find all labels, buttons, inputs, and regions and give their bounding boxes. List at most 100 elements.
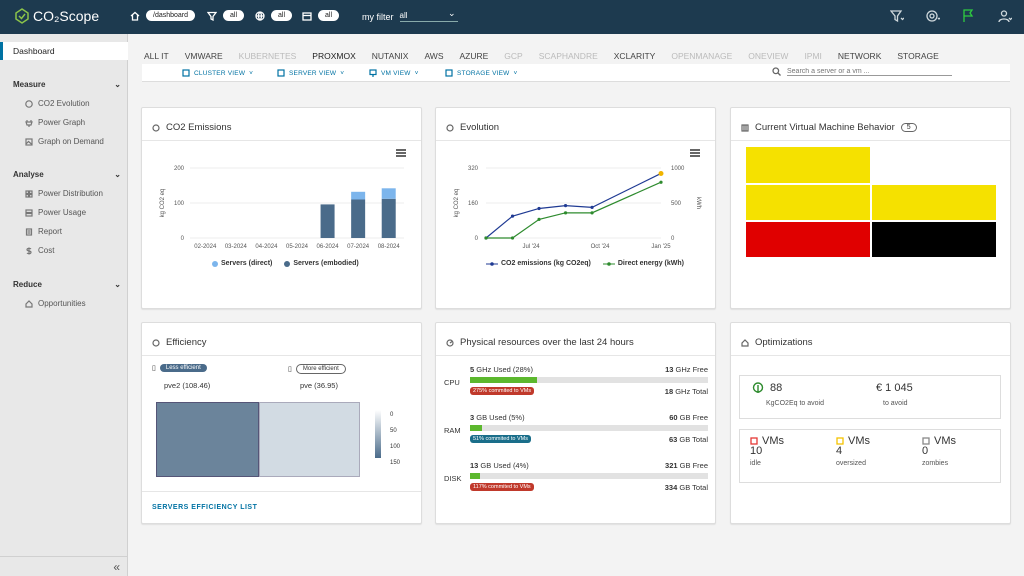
logo-text: CO₂Scope (33, 8, 100, 24)
sidebar-item-power-usage[interactable]: Power Usage (25, 208, 86, 217)
tab-vmware[interactable]: VMWARE (184, 51, 223, 61)
flag-icon[interactable] (962, 9, 976, 23)
vm-count: 10 (750, 445, 763, 457)
storage-view-link[interactable]: STORAGE VIEW ˅ (445, 69, 517, 77)
path-pill[interactable]: /dashboard (146, 10, 196, 21)
filter-selector-1[interactable]: all (207, 10, 245, 21)
vm-group-zombies[interactable]: VMs 0 zombies (922, 435, 1002, 479)
y-right-axis-label: kWh (695, 197, 701, 209)
sidebar-item-opportunities[interactable]: Opportunities (25, 299, 86, 308)
tab-nutanix[interactable]: NUTANIX (371, 51, 409, 61)
resource-row-disk: 13 GB Used (4%) 321 GB Free DISK 117% commi… (444, 461, 708, 505)
my-filter-select[interactable]: all (399, 8, 458, 22)
co2-savings-value: 88 (770, 382, 783, 394)
filter-pill-3[interactable]: all (318, 10, 340, 21)
vm-tile[interactable] (871, 184, 997, 221)
x-tick-label: 04-2024 (255, 244, 278, 250)
co2-bar-chart: 0 100 200 kg CO2 eq 02-2024 03-2024 04-2024 05-… (160, 166, 404, 250)
tab-network[interactable]: NETWORK (837, 51, 882, 61)
sidebar-item-cost[interactable]: Cost (25, 246, 54, 255)
servers-efficiency-link[interactable]: SERVERS EFFICIENCY LIST (152, 504, 258, 511)
search-box (772, 67, 952, 76)
sidebar-item-co2-evolution[interactable]: CO2 Evolution (25, 99, 90, 108)
commit-badge: 51% commited to VMs (470, 435, 532, 443)
filter-pill-1[interactable]: all (223, 10, 245, 21)
settings-icon[interactable] (926, 9, 940, 23)
vm-count: 0 (922, 445, 929, 457)
legend-item-direct[interactable]: Servers (direct) (212, 260, 272, 267)
legend-item-embodied[interactable]: Servers (embodied) (284, 260, 359, 267)
sidebar-collapse-button[interactable]: « (0, 556, 128, 576)
chart-menu-icon[interactable] (690, 149, 700, 157)
topbar-right-icons (890, 9, 1012, 23)
chevron-down-icon: ⌄ (114, 170, 121, 179)
tab-xclarity[interactable]: XCLARITY (613, 51, 656, 61)
resources-card-title: Physical resources over the last 24 hour… (460, 337, 634, 348)
more-efficient-server: pve (36.95) (300, 381, 338, 390)
legend-dot (284, 260, 291, 267)
tab-all-it[interactable]: ALL IT (144, 51, 169, 61)
bar-servers-embodied- (351, 199, 366, 238)
tab-ipmi: IPMI (804, 51, 822, 61)
vm-tile[interactable] (745, 146, 871, 184)
filter-pill-2[interactable]: all (271, 10, 293, 21)
co2-icon (152, 123, 160, 132)
y-axis-label: kg CO2 eq (160, 189, 166, 218)
vm-type-icon (836, 437, 844, 445)
tab-storage[interactable]: STORAGE (897, 51, 939, 61)
vm-group-idle[interactable]: VMs 10 idle (750, 435, 830, 479)
heatmap-cell-pve[interactable] (259, 402, 360, 477)
search-input[interactable] (787, 67, 952, 76)
my-filter[interactable]: my filter all (362, 8, 458, 22)
series-line-0 (485, 172, 662, 239)
heatmap-cell-pve2[interactable] (156, 402, 259, 477)
x-tick-label: 07-2024 (347, 244, 370, 250)
divider (142, 355, 421, 356)
data-point (590, 205, 594, 209)
opportunity-icon (25, 299, 33, 308)
cost-savings-value: € 1 045 (876, 382, 913, 394)
vm-tile[interactable] (871, 221, 997, 258)
sidebar-section-measure[interactable]: Measure ⌄ (13, 80, 121, 89)
leaf-icon (752, 382, 764, 393)
legend-item-energy[interactable]: Direct energy (kWh) (602, 260, 684, 267)
cluster-view-link[interactable]: CLUSTER VIEW ˅ (182, 69, 253, 77)
sidebar-item-report[interactable]: Report (25, 227, 62, 236)
legend-item-co2[interactable]: CO2 emissions (kg CO2eq) (486, 260, 591, 267)
server-view-link[interactable]: SERVER VIEW ˅ (277, 69, 344, 77)
co2-savings-label: KgCO2Eq to avoid (766, 400, 824, 407)
tab-azure[interactable]: AZURE (459, 51, 489, 61)
chart-menu-icon[interactable] (396, 149, 406, 157)
data-point (658, 170, 664, 176)
vm-group-oversized[interactable]: VMs 4 oversized (836, 435, 916, 479)
sidebar-item-power-graph[interactable]: Power Graph (25, 118, 85, 127)
top-bar: CO₂Scope /dashboard all all all my filte… (0, 0, 1024, 34)
vm-tile[interactable] (745, 221, 871, 258)
sidebar-section-label: Analyse (13, 170, 44, 179)
used-value: 13 (470, 461, 479, 470)
vm-tile[interactable] (745, 184, 871, 221)
optimization-vms: VMs 10 idle VMs 4 oversized VMs 0 zombies (739, 429, 1001, 483)
sidebar-section-analyse[interactable]: Analyse ⌄ (13, 170, 121, 179)
vm-view-link[interactable]: VM VIEW ˅ (369, 69, 419, 77)
tab-aws[interactable]: AWS (424, 51, 444, 61)
legend-line-icon (486, 261, 498, 266)
sidebar-item-label: Report (38, 227, 63, 236)
sidebar-item-dashboard[interactable]: Dashboard (0, 42, 128, 60)
sidebar-section-reduce[interactable]: Reduce ⌄ (13, 280, 121, 289)
efficiency-card-title: Efficiency (166, 337, 207, 348)
co2-card-title: CO2 Emissions (166, 122, 232, 133)
divider (436, 355, 715, 356)
filter-selector-2[interactable]: all (255, 10, 293, 21)
user-icon[interactable] (998, 9, 1012, 23)
logo[interactable]: CO₂Scope (14, 8, 99, 24)
tab-gcp: GCP (504, 51, 523, 61)
sidebar-item-graph-on-demand[interactable]: Graph on Demand (25, 137, 104, 146)
path-selector[interactable]: /dashboard (130, 10, 196, 21)
y-left-tick-label: 160 (468, 201, 479, 207)
gauge-icon (446, 338, 454, 347)
divider (731, 140, 1010, 141)
filter-selector-3[interactable]: all (302, 10, 340, 21)
funnel-menu-icon[interactable] (890, 9, 904, 23)
sidebar-item-power-distribution[interactable]: Power Distribution (25, 189, 103, 198)
